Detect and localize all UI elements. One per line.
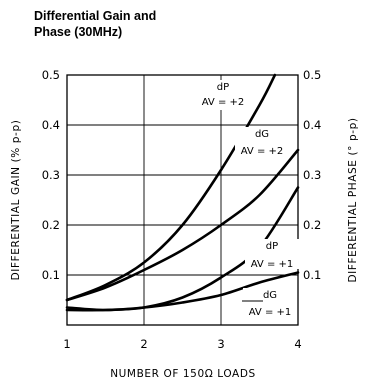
- annotation-background: [235, 127, 289, 157]
- y-tick-label-right: 0.5: [303, 68, 321, 82]
- y-tick-label-left: 0.2: [42, 218, 60, 232]
- series-line-dG2: [65, 148, 300, 302]
- grid: [67, 75, 298, 325]
- x-tick-label: 4: [294, 337, 301, 351]
- annotation-label-top: dG: [255, 129, 269, 140]
- series-line-dP2: [65, 73, 277, 302]
- annotation-label-bottom: AV = +2: [241, 146, 284, 157]
- annotation-label-top: dP: [266, 241, 278, 252]
- y-tick-label-left: 0.4: [42, 118, 60, 132]
- y-tick-label-right: 0.2: [303, 218, 321, 232]
- y-axis-label-left: DIFFERENTIAL GAIN (% p-p): [10, 120, 22, 281]
- x-tick-label: 3: [217, 337, 224, 351]
- y-tick-label-right: 0.4: [303, 118, 321, 132]
- x-axis-label: NUMBER OF 150Ω LOADS: [110, 368, 256, 380]
- x-tick-label: 1: [63, 337, 70, 351]
- chart-title-line-1: Differential Gain and: [34, 9, 157, 23]
- annotation-background: [245, 239, 299, 269]
- annotation-label-bottom: AV = +2: [202, 97, 245, 108]
- annotation-background: [243, 288, 297, 318]
- annotation-label-top: dP: [217, 82, 229, 93]
- y-axis-label-right: DIFFERENTIAL PHASE (° p-p): [347, 117, 359, 282]
- curve-annotations: dP AV = +2 dG AV = +2 dP AV = +1 dG AV = +1: [196, 80, 299, 318]
- chart-title-line-2: Phase (30MHz): [34, 25, 123, 39]
- chart-title: Differential Gain and Phase (30MHz): [34, 8, 156, 40]
- y-tick-label-right: 0.3: [303, 168, 321, 182]
- y-tick-label-left: 0.5: [42, 68, 60, 82]
- annotation-label-top: dG: [263, 290, 277, 301]
- plot-frame: [66, 74, 299, 326]
- annotation-label-bottom: AV = +1: [249, 307, 292, 318]
- tick-labels: 1 2 3 4 0.1 0.2 0.3 0.4 0.5 0.1 0.2 0.3 0.4 0.5: [42, 68, 322, 351]
- annotation-background: [196, 80, 250, 110]
- y-tick-label-right: 0.1: [303, 268, 321, 282]
- y-tick-label-left: 0.3: [42, 168, 60, 182]
- y-tick-label-left: 0.1: [42, 268, 60, 282]
- series-line-dG1: [65, 271, 300, 312]
- x-tick-label: 2: [140, 337, 147, 351]
- annotation-label-bottom: AV = +1: [251, 259, 294, 270]
